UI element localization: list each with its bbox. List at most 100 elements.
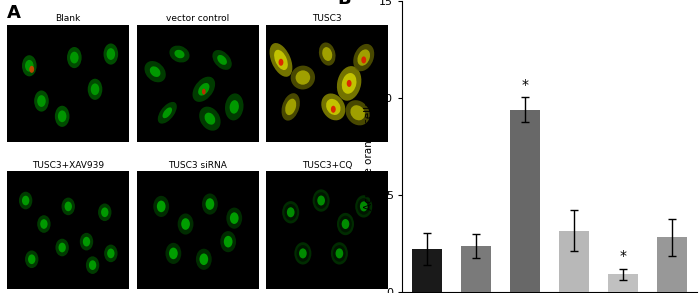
Ellipse shape [319, 42, 335, 66]
Text: B: B [337, 0, 351, 8]
Ellipse shape [226, 207, 242, 229]
Ellipse shape [295, 242, 312, 265]
Ellipse shape [285, 99, 296, 115]
Ellipse shape [19, 192, 32, 209]
Bar [608, 274, 638, 292]
Ellipse shape [70, 52, 78, 64]
Text: TUSC3+XAV939: TUSC3+XAV939 [32, 161, 104, 170]
Bar [461, 246, 491, 292]
Ellipse shape [106, 48, 115, 60]
Ellipse shape [144, 61, 166, 82]
Ellipse shape [331, 242, 348, 265]
Ellipse shape [217, 55, 227, 65]
Ellipse shape [224, 236, 232, 248]
Ellipse shape [37, 215, 50, 233]
Ellipse shape [58, 110, 66, 122]
Ellipse shape [83, 237, 90, 246]
Ellipse shape [196, 249, 211, 270]
Y-axis label: Acridine orange cells(%): Acridine orange cells(%) [363, 83, 374, 210]
Ellipse shape [107, 248, 115, 258]
Ellipse shape [290, 66, 315, 89]
Ellipse shape [198, 83, 209, 96]
Ellipse shape [59, 243, 66, 252]
Ellipse shape [220, 231, 236, 252]
Ellipse shape [202, 193, 218, 215]
Ellipse shape [346, 100, 370, 125]
Text: Blank: Blank [55, 14, 81, 23]
Ellipse shape [315, 192, 328, 209]
Ellipse shape [202, 89, 206, 95]
Ellipse shape [354, 44, 374, 71]
Ellipse shape [40, 219, 48, 229]
Ellipse shape [337, 66, 361, 101]
Ellipse shape [230, 212, 239, 224]
Ellipse shape [169, 46, 190, 62]
Ellipse shape [64, 202, 72, 211]
Ellipse shape [206, 198, 214, 210]
Ellipse shape [67, 47, 82, 68]
Ellipse shape [346, 80, 351, 87]
Ellipse shape [162, 107, 172, 118]
Ellipse shape [37, 95, 46, 107]
Ellipse shape [193, 77, 215, 102]
Ellipse shape [25, 60, 34, 72]
Ellipse shape [199, 253, 208, 265]
Ellipse shape [55, 106, 69, 127]
Ellipse shape [360, 201, 368, 212]
Ellipse shape [169, 248, 178, 259]
Ellipse shape [299, 248, 307, 258]
Ellipse shape [55, 239, 69, 256]
Ellipse shape [230, 100, 239, 114]
Ellipse shape [322, 47, 332, 61]
Ellipse shape [282, 201, 299, 224]
Ellipse shape [150, 66, 160, 77]
Ellipse shape [351, 105, 365, 120]
Ellipse shape [86, 256, 99, 274]
Ellipse shape [101, 207, 108, 217]
Ellipse shape [181, 218, 190, 230]
Bar [559, 231, 589, 292]
Ellipse shape [274, 50, 288, 70]
Text: TUSC3+CQ: TUSC3+CQ [302, 161, 352, 170]
Ellipse shape [357, 198, 370, 215]
Ellipse shape [204, 113, 216, 125]
Ellipse shape [287, 207, 295, 217]
Ellipse shape [317, 195, 325, 206]
FancyBboxPatch shape [8, 25, 129, 142]
Text: vector control: vector control [166, 14, 230, 23]
Ellipse shape [28, 254, 36, 264]
Ellipse shape [331, 106, 336, 113]
Ellipse shape [297, 245, 309, 262]
Ellipse shape [342, 73, 356, 94]
Ellipse shape [34, 91, 49, 112]
Ellipse shape [104, 43, 118, 65]
Ellipse shape [358, 50, 370, 66]
Ellipse shape [333, 245, 346, 262]
Text: *: * [522, 78, 528, 92]
Ellipse shape [80, 233, 93, 251]
Ellipse shape [98, 203, 111, 221]
Ellipse shape [199, 107, 220, 131]
Ellipse shape [157, 201, 166, 212]
Ellipse shape [25, 251, 38, 268]
Ellipse shape [22, 196, 29, 205]
Ellipse shape [174, 50, 185, 58]
Ellipse shape [212, 50, 232, 70]
Ellipse shape [321, 93, 345, 120]
Ellipse shape [284, 204, 297, 221]
Text: TUSC3: TUSC3 [312, 14, 342, 23]
Ellipse shape [361, 56, 366, 64]
Text: A: A [8, 4, 21, 22]
Ellipse shape [165, 243, 181, 264]
Ellipse shape [88, 79, 102, 100]
FancyBboxPatch shape [8, 171, 129, 289]
Text: *: * [620, 250, 626, 263]
Ellipse shape [91, 84, 99, 95]
Ellipse shape [22, 55, 36, 76]
Ellipse shape [62, 197, 75, 215]
Ellipse shape [104, 245, 118, 262]
Bar [657, 237, 687, 292]
Ellipse shape [337, 213, 354, 235]
FancyBboxPatch shape [267, 25, 388, 142]
Ellipse shape [225, 93, 244, 120]
